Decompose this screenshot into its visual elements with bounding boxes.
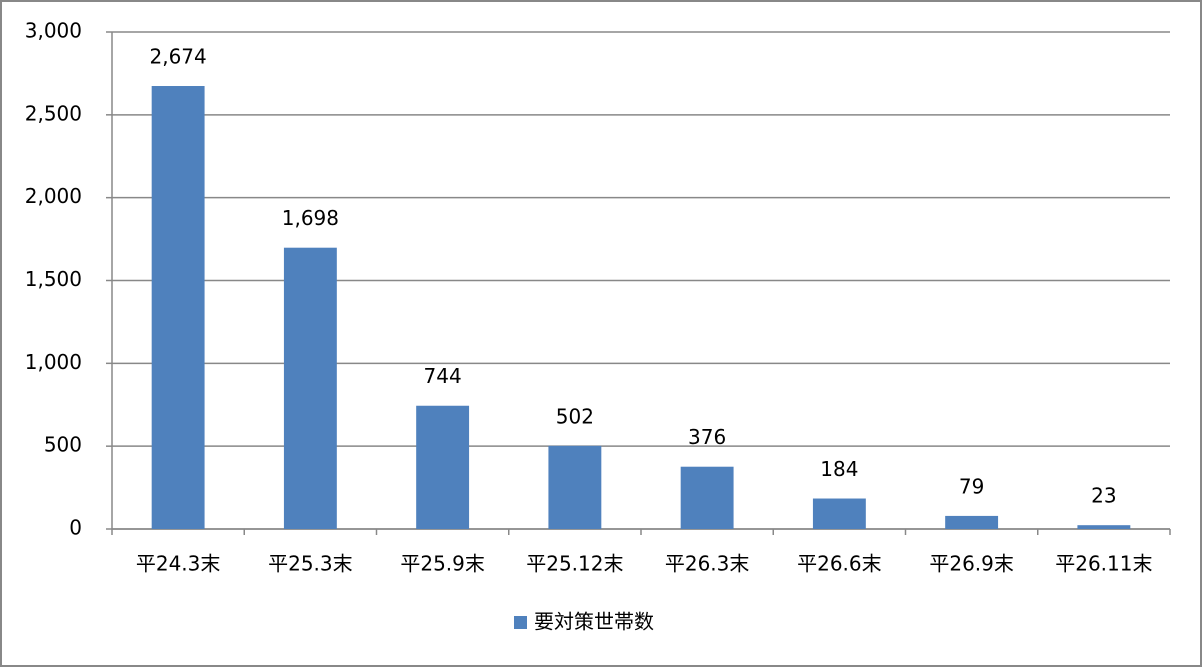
data-label: 502 [556,404,594,428]
x-tick-label: 平26.6末 [797,552,882,576]
bar [680,466,734,529]
y-tick-label: 1,000 [25,350,82,374]
data-label: 744 [424,364,462,388]
data-label: 79 [959,474,984,498]
bar [416,405,470,529]
data-label: 1,698 [282,206,339,230]
x-tick-label: 平24.3末 [136,552,221,576]
data-label: 184 [820,457,858,481]
x-tick-label: 平25.12末 [526,552,623,576]
bar [283,247,337,529]
y-tick-label: 0 [69,516,82,540]
bar [945,515,999,529]
x-tick-label: 平25.9末 [400,552,485,576]
bar [151,86,205,530]
bar [812,498,866,529]
x-tick-label: 平26.11末 [1055,552,1152,576]
data-label: 2,674 [149,45,206,69]
y-tick-label: 2,500 [25,101,82,125]
y-tick-label: 500 [44,433,82,457]
y-tick-label: 3,000 [25,19,82,43]
y-tick-label: 1,500 [25,267,82,291]
legend-swatch [514,616,527,629]
bar [1077,525,1131,529]
x-tick-label: 平25.3末 [268,552,353,576]
legend-label: 要対策世帯数 [534,610,654,634]
y-tick-label: 2,000 [25,184,82,208]
x-tick-label: 平26.3末 [665,552,750,576]
bar [548,445,602,529]
x-tick-label: 平26.9末 [929,552,1014,576]
data-label: 23 [1091,484,1116,508]
data-label: 376 [688,425,726,449]
